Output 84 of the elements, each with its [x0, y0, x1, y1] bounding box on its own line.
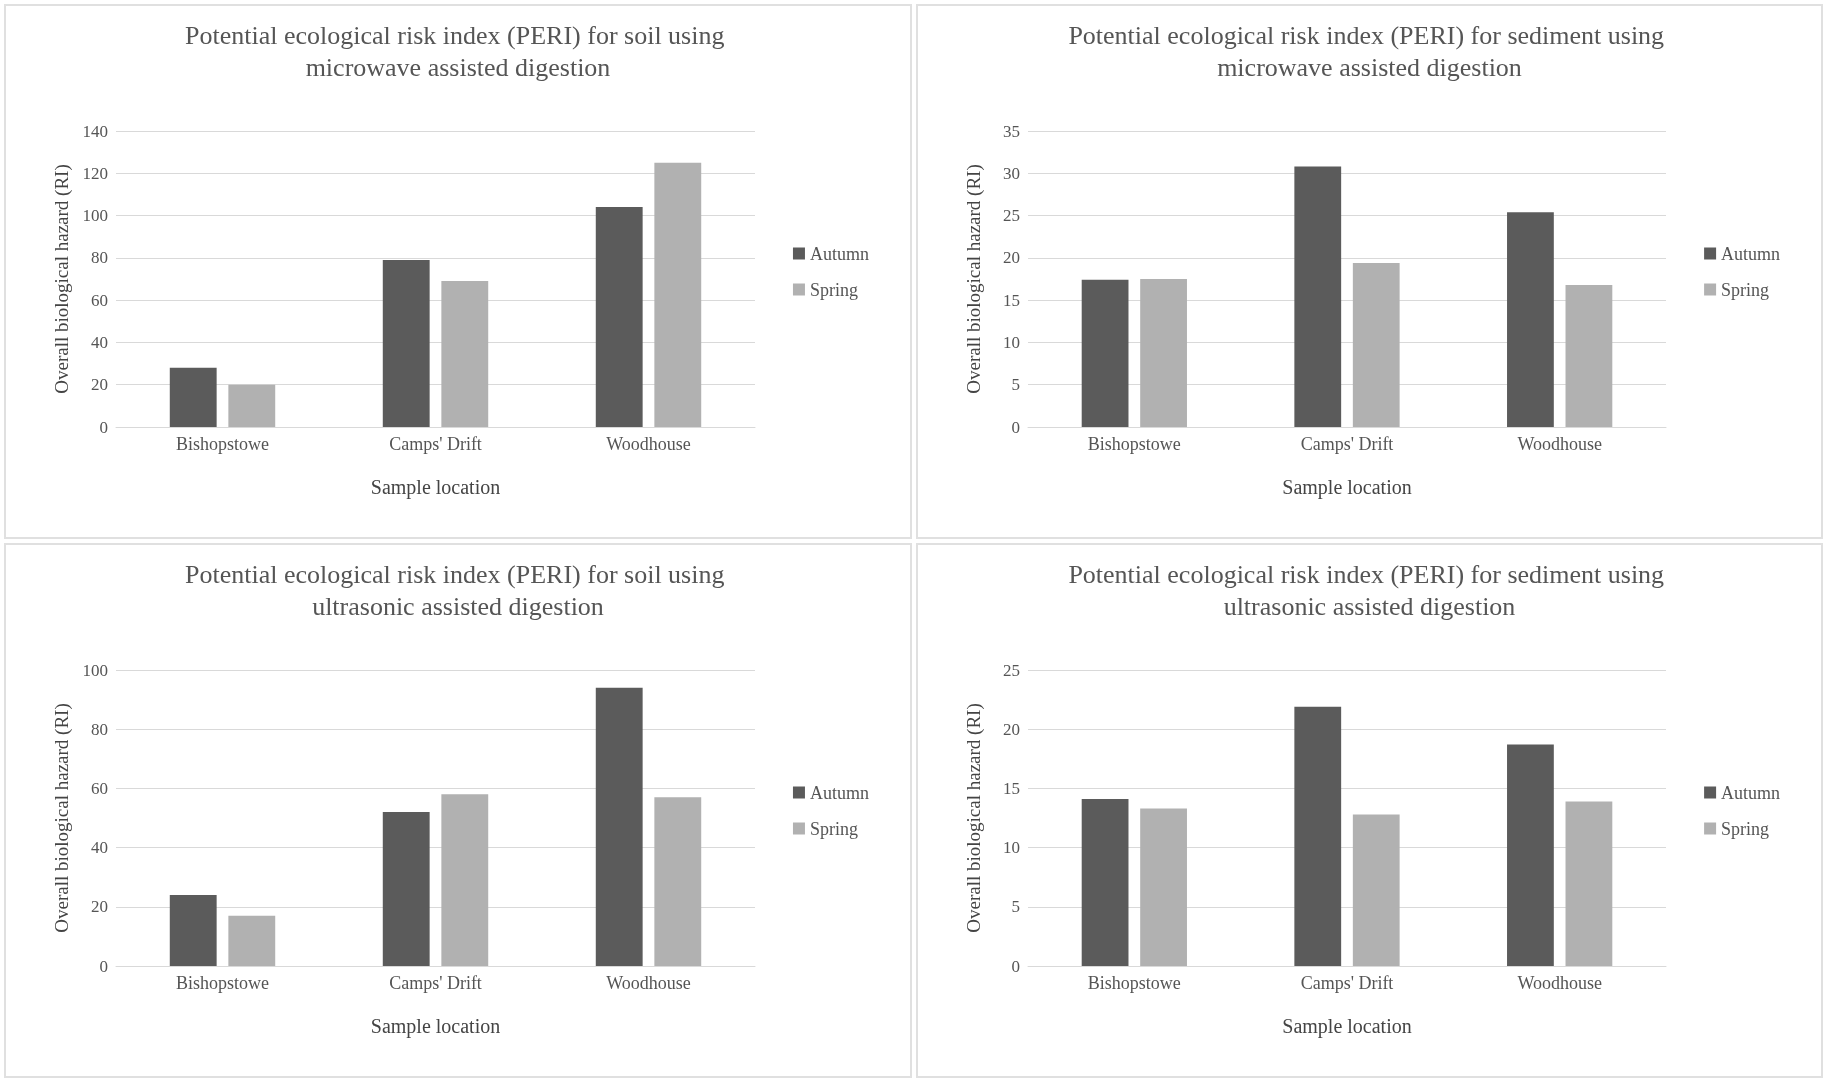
bar: [382, 812, 430, 966]
legend-label: Spring: [809, 818, 858, 839]
bar: [169, 894, 217, 966]
y-tick-label: 25: [1003, 660, 1020, 680]
x-tick-label: Woodhouse: [606, 973, 691, 993]
y-axis-title: Overall biological hazard (RI): [51, 703, 73, 933]
legend-label: Autumn: [1721, 243, 1781, 264]
bar: [1081, 279, 1129, 427]
y-tick-label: 60: [91, 778, 108, 798]
bar: [382, 259, 430, 427]
bar: [169, 367, 217, 427]
y-tick-label: 20: [91, 375, 108, 395]
y-tick-label: 10: [1003, 838, 1020, 858]
y-axis-title: Overall biological hazard (RI): [963, 164, 985, 394]
y-axis-title: Overall biological hazard (RI): [963, 703, 985, 933]
x-tick-label: Bishopstowe: [175, 973, 270, 993]
y-tick-label: 0: [99, 417, 108, 437]
y-tick-label: 10: [1003, 332, 1020, 352]
y-tick-label: 35: [1003, 121, 1020, 141]
y-tick-label: 0: [1011, 417, 1020, 437]
legend-label: Autumn: [1721, 782, 1781, 803]
x-axis-title: Sample location: [370, 1015, 501, 1038]
bar: [1565, 284, 1613, 427]
bar: [1507, 212, 1554, 427]
bar: [1352, 814, 1400, 966]
y-tick-label: 30: [1003, 163, 1020, 183]
y-tick-label: 100: [82, 206, 108, 226]
x-tick-label: Woodhouse: [1517, 973, 1602, 993]
x-axis-title: Sample location: [1282, 1015, 1412, 1038]
x-tick-label: Camps' Drift: [1300, 434, 1394, 454]
x-tick-label: Camps' Drift: [389, 434, 482, 454]
y-tick-label: 25: [1003, 206, 1020, 226]
bar: [1507, 744, 1554, 966]
bar: [654, 797, 702, 966]
x-tick-label: Bishopstowe: [175, 434, 270, 454]
bar: [228, 384, 276, 427]
bar: [1352, 262, 1400, 427]
bar: [1081, 799, 1129, 966]
y-tick-label: 5: [1011, 375, 1020, 395]
y-tick-label: 40: [91, 332, 108, 352]
chart-title: Potential ecological risk index (PERI) for soil using microwave assisted digestion: [185, 20, 731, 82]
y-tick-label: 15: [1003, 778, 1020, 798]
legend-label: Autumn: [809, 243, 869, 264]
y-tick-label: 0: [1011, 956, 1020, 976]
x-tick-label: Bishopstowe: [1087, 973, 1181, 993]
bar: [441, 281, 489, 427]
y-axis-title: Overall biological hazard (RI): [51, 164, 73, 394]
y-tick-label: 140: [82, 121, 108, 141]
legend-label: Spring: [1721, 818, 1770, 839]
y-tick-label: 80: [91, 248, 108, 268]
legend-label: Spring: [1721, 279, 1770, 300]
x-tick-label: Camps' Drift: [389, 973, 482, 993]
y-tick-label: 20: [91, 897, 108, 917]
legend-label: Spring: [809, 279, 858, 300]
y-tick-label: 20: [1003, 248, 1020, 268]
x-tick-label: Woodhouse: [1517, 434, 1602, 454]
y-tick-label: 120: [82, 163, 108, 183]
chart-title: Potential ecological risk index (PERI) for soil using ultrasonic assisted digestion: [185, 559, 731, 621]
bar: [1140, 279, 1187, 427]
bar: [595, 207, 643, 427]
x-axis-title: Sample location: [1282, 476, 1412, 499]
bar: [654, 162, 702, 427]
y-tick-label: 100: [82, 660, 108, 680]
x-axis-title: Sample location: [370, 476, 501, 499]
y-tick-label: 20: [1003, 719, 1020, 739]
bar: [1294, 706, 1342, 966]
chart-title: Potential ecological risk index (PERI) for sediment using ultrasonic assisted digestion: [1068, 559, 1671, 621]
y-tick-label: 80: [91, 719, 108, 739]
x-tick-label: Bishopstowe: [1087, 434, 1181, 454]
bar: [1565, 801, 1613, 966]
y-tick-label: 40: [91, 838, 108, 858]
bar: [441, 794, 489, 966]
x-tick-label: Woodhouse: [606, 434, 691, 454]
y-tick-label: 15: [1003, 290, 1020, 310]
bar: [1294, 166, 1342, 427]
bar: [228, 915, 276, 966]
y-tick-label: 0: [99, 956, 108, 976]
y-tick-label: 5: [1011, 897, 1020, 917]
legend-label: Autumn: [809, 782, 869, 803]
chart-title: Potential ecological risk index (PERI) for sediment using microwave assisted digestion: [1068, 20, 1671, 82]
x-tick-label: Camps' Drift: [1300, 973, 1394, 993]
y-tick-label: 60: [91, 290, 108, 310]
bar: [595, 687, 643, 966]
bar: [1140, 808, 1187, 966]
